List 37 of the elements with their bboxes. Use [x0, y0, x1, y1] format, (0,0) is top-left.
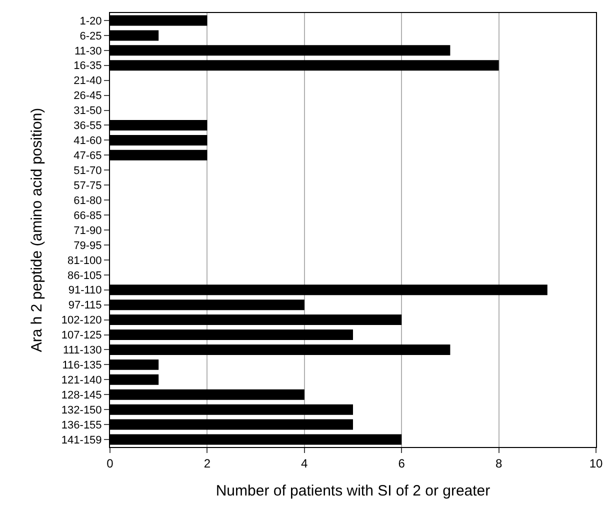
y-tick-label: 97-115 [68, 300, 102, 312]
x-tick-label: 6 [398, 456, 406, 470]
x-tick-label: 0 [106, 456, 114, 470]
x-tick-label: 8 [495, 456, 502, 470]
y-tick-label: 41-60 [74, 135, 102, 148]
y-tick-label: 26-45 [74, 90, 102, 102]
y-tick-label: 36-55 [74, 120, 102, 132]
y-tick-label: 6-25 [80, 30, 102, 42]
y-tick-label: 136-155 [61, 419, 102, 432]
y-tick-label: 51-70 [74, 164, 102, 177]
y-tick-label: 81-100 [68, 254, 102, 267]
y-tick-label: 57-75 [74, 180, 102, 192]
y-tick-label: 66-85 [74, 210, 102, 222]
y-axis-title: Ara h 2 peptide (amino acid position) [28, 108, 46, 352]
y-tick-label: 31-50 [74, 105, 102, 118]
y-tick-label: 71-90 [74, 224, 102, 237]
y-tick-label: 47-65 [74, 150, 102, 162]
x-tick-label: 2 [204, 456, 211, 470]
y-tick-label: 116-135 [62, 360, 102, 372]
y-tick-label: 79-95 [74, 240, 102, 252]
y-tick-label: 21-40 [74, 75, 102, 88]
x-axis-title: Number of patients with SI of 2 or greater [216, 482, 490, 500]
y-tick-label: 61-80 [74, 194, 102, 207]
y-tick-label: 16-35 [74, 60, 102, 72]
y-tick-label: 132-150 [61, 404, 102, 416]
y-tick-label: 102-120 [61, 314, 102, 327]
y-tick-label: 11-30 [74, 45, 102, 58]
y-tick-label: 86-105 [68, 270, 102, 282]
x-tick-label: 4 [301, 456, 308, 470]
x-tick-label: 10 [589, 456, 603, 470]
y-tick-label: 1-20 [80, 15, 102, 28]
y-tick-label: 111-130 [63, 344, 102, 357]
y-tick-label: 107-125 [61, 330, 102, 342]
y-tick-label: 128-145 [61, 389, 102, 402]
y-tick-label: 91-110 [68, 284, 102, 297]
y-tick-label: 121-140 [61, 374, 102, 387]
y-tick-label: 141-159 [61, 434, 102, 446]
